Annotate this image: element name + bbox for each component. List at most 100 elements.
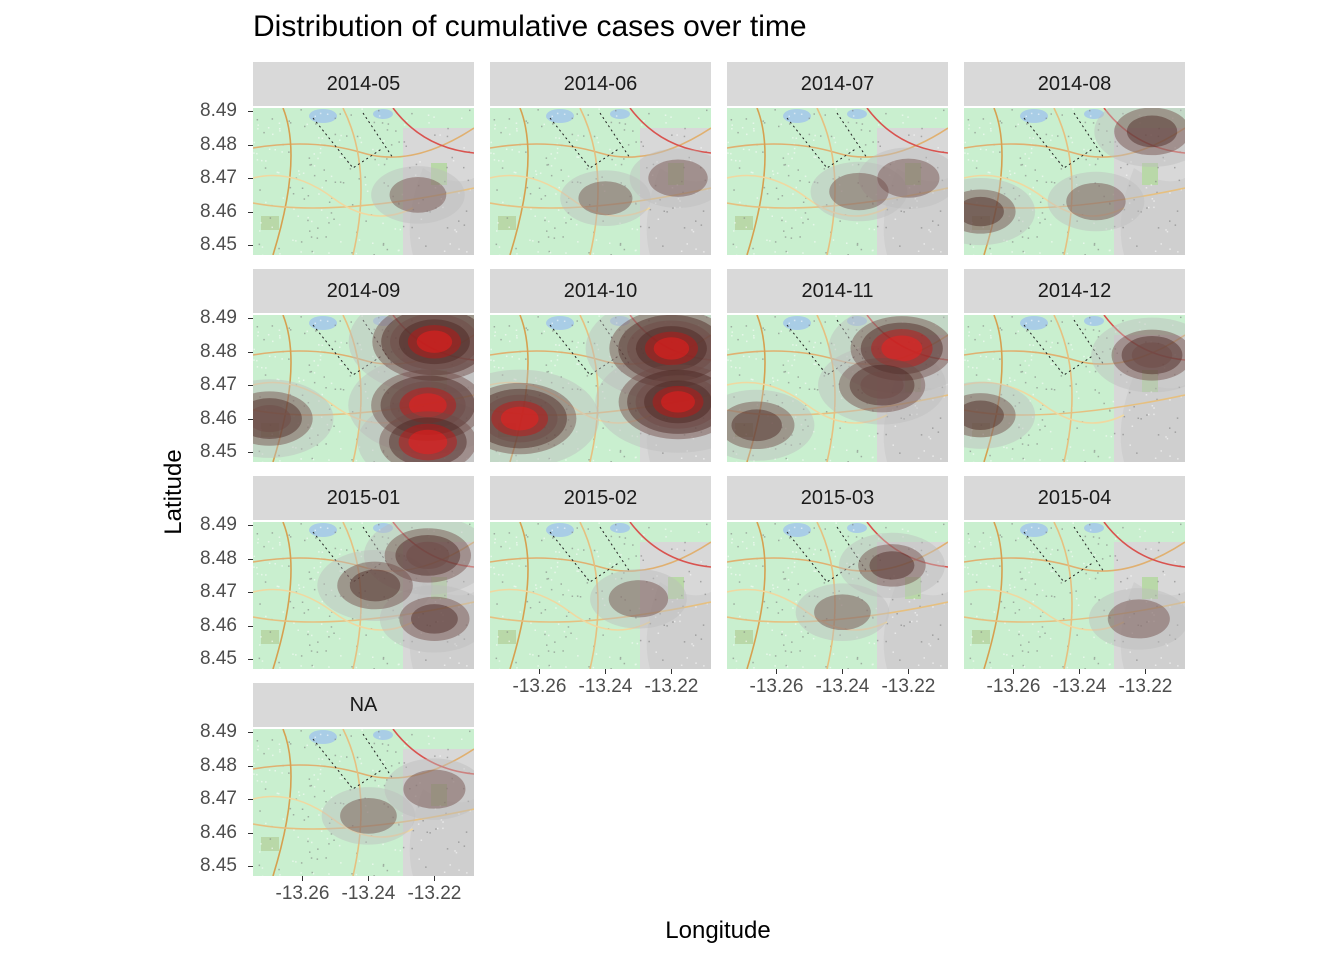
- y-tick-mark: [248, 799, 253, 801]
- basemap-density-plot: [490, 108, 711, 255]
- y-tick-label: 8.47: [200, 167, 237, 189]
- density-contour: [1066, 182, 1126, 221]
- facet-strip-label: 2014-12: [964, 269, 1185, 313]
- density-contour: [860, 371, 904, 399]
- basemap-density-plot: [727, 108, 948, 255]
- density-contour: [491, 400, 549, 437]
- density-contour: [416, 330, 453, 353]
- basemap-density-plot: [727, 315, 948, 462]
- facet-strip-label: 2015-02: [490, 476, 711, 520]
- density-contour: [381, 315, 474, 376]
- y-tick-mark: [248, 832, 253, 834]
- basemap-density-plot: [490, 315, 711, 462]
- y-tick-label: 8.47: [200, 788, 237, 810]
- density-contour: [652, 385, 704, 418]
- facet-panel: [964, 108, 1185, 255]
- density-halo: [321, 787, 416, 845]
- density-contour: [411, 604, 458, 634]
- y-tick-mark: [248, 558, 253, 560]
- x-tick-label: -13.22: [644, 676, 699, 697]
- y-tick-label: 8.49: [200, 100, 237, 122]
- density-halo: [348, 315, 474, 395]
- density-halo: [348, 356, 474, 455]
- density-contour: [881, 335, 923, 362]
- density-halo: [585, 315, 711, 402]
- facet-panel: [253, 729, 474, 876]
- density-contour: [399, 387, 457, 424]
- density-halo: [253, 379, 334, 458]
- facet-strip-label: 2014-07: [727, 62, 948, 106]
- density-contour: [349, 569, 401, 602]
- density-halo: [818, 345, 946, 425]
- x-tick-label: -13.26: [986, 676, 1041, 697]
- y-tick-label: 8.46: [200, 407, 237, 429]
- density-contour: [398, 423, 457, 461]
- density-contour: [490, 382, 577, 455]
- facet-panel: [964, 315, 1185, 462]
- density-halo: [727, 389, 815, 461]
- density-contour: [340, 798, 397, 834]
- x-tick-label: -13.22: [407, 883, 462, 904]
- density-halo: [838, 532, 945, 599]
- basemap-density-plot: [253, 522, 474, 669]
- facet-panel: [490, 522, 711, 669]
- y-tick-label: 8.48: [200, 754, 237, 776]
- y-tick-label: 8.45: [200, 233, 237, 255]
- density-contour: [635, 326, 707, 371]
- x-tick-mark: [1013, 669, 1015, 674]
- y-tick-mark: [248, 525, 253, 527]
- x-axis-title: Longitude: [665, 917, 771, 944]
- y-tick-label: 8.47: [200, 581, 237, 603]
- x-tick-label: -13.26: [275, 883, 330, 904]
- density-contour: [490, 388, 567, 449]
- basemap-density-plot: [253, 729, 474, 876]
- basemap-density-plot: [964, 108, 1185, 255]
- chart-title: Distribution of cumulative cases over ti…: [253, 10, 807, 43]
- x-tick-label: -13.24: [341, 883, 396, 904]
- facet-panel: [727, 315, 948, 462]
- density-contour: [849, 364, 915, 406]
- density-halo: [363, 522, 474, 595]
- y-tick-mark: [248, 144, 253, 146]
- density-contour: [1131, 342, 1173, 368]
- density-contour: [1114, 108, 1185, 156]
- y-tick-label: 8.47: [200, 374, 237, 396]
- facet-strip-label: NA: [253, 683, 474, 727]
- facet-strip-label: 2014-11: [727, 269, 948, 313]
- density-halo: [1094, 108, 1185, 167]
- y-tick-label: 8.45: [200, 647, 237, 669]
- facet-strip-label: 2014-05: [253, 62, 474, 106]
- basemap-density-plot: [964, 315, 1185, 462]
- x-tick-mark: [842, 669, 844, 674]
- density-contour: [871, 329, 933, 368]
- x-tick-label: -13.24: [815, 676, 870, 697]
- y-tick-label: 8.49: [200, 721, 237, 743]
- density-contour: [253, 398, 302, 439]
- density-contour: [858, 544, 926, 587]
- density-contour: [388, 417, 467, 462]
- density-contour: [500, 406, 539, 431]
- basemap-density-plot: [964, 522, 1185, 669]
- density-contour: [337, 561, 413, 610]
- density-contour: [406, 541, 450, 570]
- density-halo: [490, 369, 600, 462]
- density-halo: [964, 381, 1036, 449]
- facet-strip-label: 2014-08: [964, 62, 1185, 106]
- y-tick-mark: [248, 385, 253, 387]
- x-tick-label: -13.22: [1118, 676, 1173, 697]
- density-halo: [595, 350, 711, 453]
- density-contour: [644, 331, 699, 366]
- x-tick-label: -13.26: [749, 676, 804, 697]
- density-contour: [618, 315, 711, 382]
- density-contour: [731, 409, 782, 442]
- density-halo: [1091, 317, 1185, 393]
- x-tick-mark: [302, 876, 304, 881]
- density-contour: [578, 181, 633, 216]
- y-tick-mark: [248, 211, 253, 213]
- density-contour: [964, 393, 1016, 438]
- y-tick-mark: [248, 658, 253, 660]
- density-contour: [850, 316, 948, 381]
- density-contour: [1121, 335, 1183, 375]
- basemap-density-plot: [727, 522, 948, 669]
- facet-strip-label: 2015-04: [964, 476, 1185, 520]
